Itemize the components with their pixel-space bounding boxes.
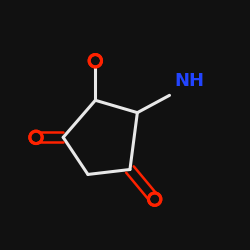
Circle shape xyxy=(31,133,41,142)
Text: NH: NH xyxy=(174,72,204,90)
Circle shape xyxy=(91,56,100,65)
Circle shape xyxy=(150,194,159,204)
